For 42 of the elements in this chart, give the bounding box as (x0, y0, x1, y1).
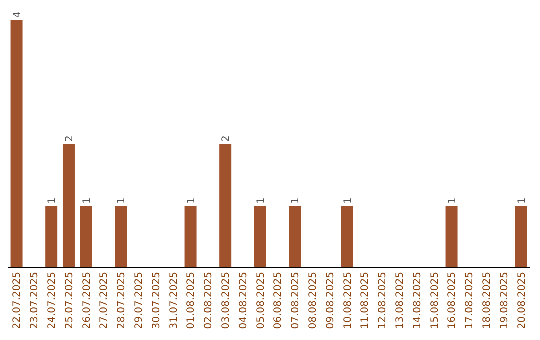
data-label: 1 (290, 198, 302, 204)
x-tick-label: 14.08.2025 (412, 272, 424, 330)
data-label: 2 (221, 136, 232, 142)
x-tick-label: 20.08.2025 (516, 272, 528, 330)
x-tick-label: 02.08.2025 (204, 272, 215, 330)
data-label: 1 (186, 198, 198, 204)
data-label: 1 (516, 198, 528, 204)
x-tick-label: 22.07.2025 (12, 272, 24, 330)
data-label: 1 (116, 198, 128, 204)
x-tick-label: 06.08.2025 (273, 272, 284, 330)
x-tick-label: 10.08.2025 (342, 272, 354, 330)
x-tick-label: 27.07.2025 (99, 272, 110, 330)
data-label: 1 (47, 198, 58, 204)
x-tick-label: 31.07.2025 (168, 272, 180, 330)
x-tick-label: 15.08.2025 (430, 272, 441, 330)
x-tick-label: 16.08.2025 (447, 272, 458, 330)
data-label: 1 (256, 198, 267, 204)
data-label: 1 (447, 198, 458, 204)
x-tick-label: 30.07.2025 (151, 272, 162, 330)
x-tick-label: 17.08.2025 (464, 272, 476, 330)
x-tick-label: 12.08.2025 (378, 272, 389, 330)
x-tick-label: 09.08.2025 (325, 272, 336, 330)
data-label: 2 (64, 136, 76, 142)
x-tick-label: 28.07.2025 (116, 272, 128, 330)
data-label: 4 (12, 12, 24, 18)
x-tick-label: 25.07.2025 (64, 272, 76, 330)
x-tick-label: 24.07.2025 (47, 272, 58, 330)
x-tick-label: 08.08.2025 (308, 272, 319, 330)
x-tick-label: 29.07.2025 (134, 272, 145, 330)
x-tick-label: 04.08.2025 (238, 272, 250, 330)
data-label: 1 (82, 198, 93, 204)
x-tick-label: 26.07.2025 (82, 272, 93, 330)
x-tick-label: 07.08.2025 (290, 272, 302, 330)
x-tick-label: 03.08.2025 (221, 272, 232, 330)
x-tick-label: 13.08.2025 (395, 272, 406, 330)
data-label: 1 (342, 198, 354, 204)
x-tick-label: 23.07.2025 (30, 272, 41, 330)
x-tick-label: 05.08.2025 (256, 272, 267, 330)
x-tick-label: 18.08.2025 (482, 272, 493, 330)
x-tick-label: 11.08.2025 (360, 272, 372, 330)
x-tick-label: 19.08.2025 (499, 272, 510, 330)
x-tick-label: 01.08.2025 (186, 272, 198, 330)
